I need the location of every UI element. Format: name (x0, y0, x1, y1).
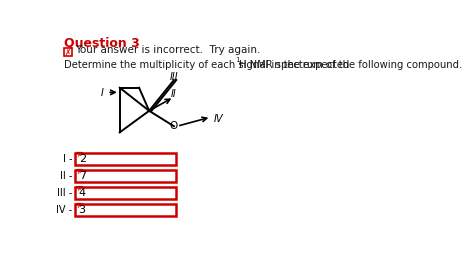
Bar (75, 203, 82, 209)
Text: ✗: ✗ (76, 204, 81, 209)
Text: III -: III - (57, 188, 73, 198)
Text: II -: II - (60, 171, 73, 181)
Bar (75, 153, 175, 165)
Bar (75, 187, 175, 199)
Bar (75, 169, 82, 175)
Bar (75, 186, 82, 192)
Text: IV -: IV - (56, 205, 73, 215)
Text: ✗: ✗ (76, 187, 81, 192)
Text: ✗: ✗ (76, 170, 81, 175)
Text: 3: 3 (79, 205, 86, 215)
Text: ✗: ✗ (64, 48, 71, 57)
Text: 4: 4 (79, 188, 86, 198)
Text: H NMR spectrum of the following compound.: H NMR spectrum of the following compound… (239, 60, 462, 70)
Text: Question 3: Question 3 (64, 36, 140, 49)
Text: III: III (170, 72, 178, 82)
Text: O: O (170, 121, 178, 131)
Text: 7: 7 (79, 171, 86, 181)
Text: Your answer is incorrect.  Try again.: Your answer is incorrect. Try again. (75, 45, 260, 55)
Text: II: II (171, 89, 177, 99)
Text: I -: I - (63, 154, 73, 164)
Text: 2: 2 (79, 154, 86, 164)
Text: I: I (100, 89, 103, 98)
Text: IV: IV (214, 114, 224, 124)
Bar (75, 204, 175, 216)
Text: 1: 1 (235, 57, 240, 63)
Bar (64, 48, 72, 56)
Text: Determine the multiplicity of each signal in the expected: Determine the multiplicity of each signa… (64, 60, 352, 70)
Bar (75, 170, 175, 182)
Bar (75, 153, 82, 158)
Text: ✗: ✗ (76, 153, 81, 158)
